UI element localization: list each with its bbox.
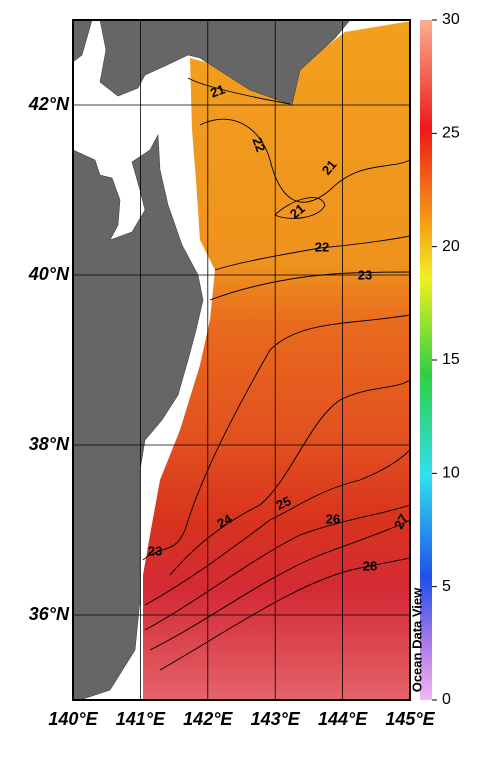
land <box>73 20 93 63</box>
contour-label: 27 <box>391 511 411 531</box>
contour-label: 26 <box>326 511 340 526</box>
contour-label: 22 <box>249 135 268 154</box>
contour-label: 21 <box>208 81 227 100</box>
x-tick-label: 142°E <box>183 709 233 729</box>
map-body <box>73 20 410 700</box>
x-tick-label: 145°E <box>385 709 435 729</box>
land <box>73 133 204 700</box>
y-tick-label: 38°N <box>29 434 70 454</box>
y-tick-label: 40°N <box>28 264 70 284</box>
x-tick-label: 140°E <box>48 709 98 729</box>
colorbar-label: 10 <box>442 465 460 482</box>
x-tick-label: 143°E <box>251 709 301 729</box>
colorbar-label: 15 <box>442 351 460 368</box>
x-tick-label: 141°E <box>116 709 166 729</box>
colorbar-label: 0 <box>442 691 451 708</box>
land <box>99 20 351 106</box>
contour-label: 22 <box>315 239 329 254</box>
colorbar-label: 30 <box>442 11 460 28</box>
contour-label: 23 <box>148 543 162 558</box>
ocean-field <box>143 22 410 700</box>
x-tick-label: 144°E <box>318 709 368 729</box>
contour-label: 25 <box>274 493 293 513</box>
contour-label: 23 <box>358 267 372 282</box>
watermark: Ocean Data View <box>409 587 424 692</box>
colorbar <box>420 20 432 700</box>
colorbar-label: 25 <box>442 125 460 142</box>
colorbar-label: 20 <box>442 238 460 255</box>
colorbar-label: 5 <box>442 578 451 595</box>
y-tick-label: 42°N <box>28 94 70 114</box>
contour-label: 28 <box>363 558 377 573</box>
y-tick-label: 36°N <box>29 604 70 624</box>
